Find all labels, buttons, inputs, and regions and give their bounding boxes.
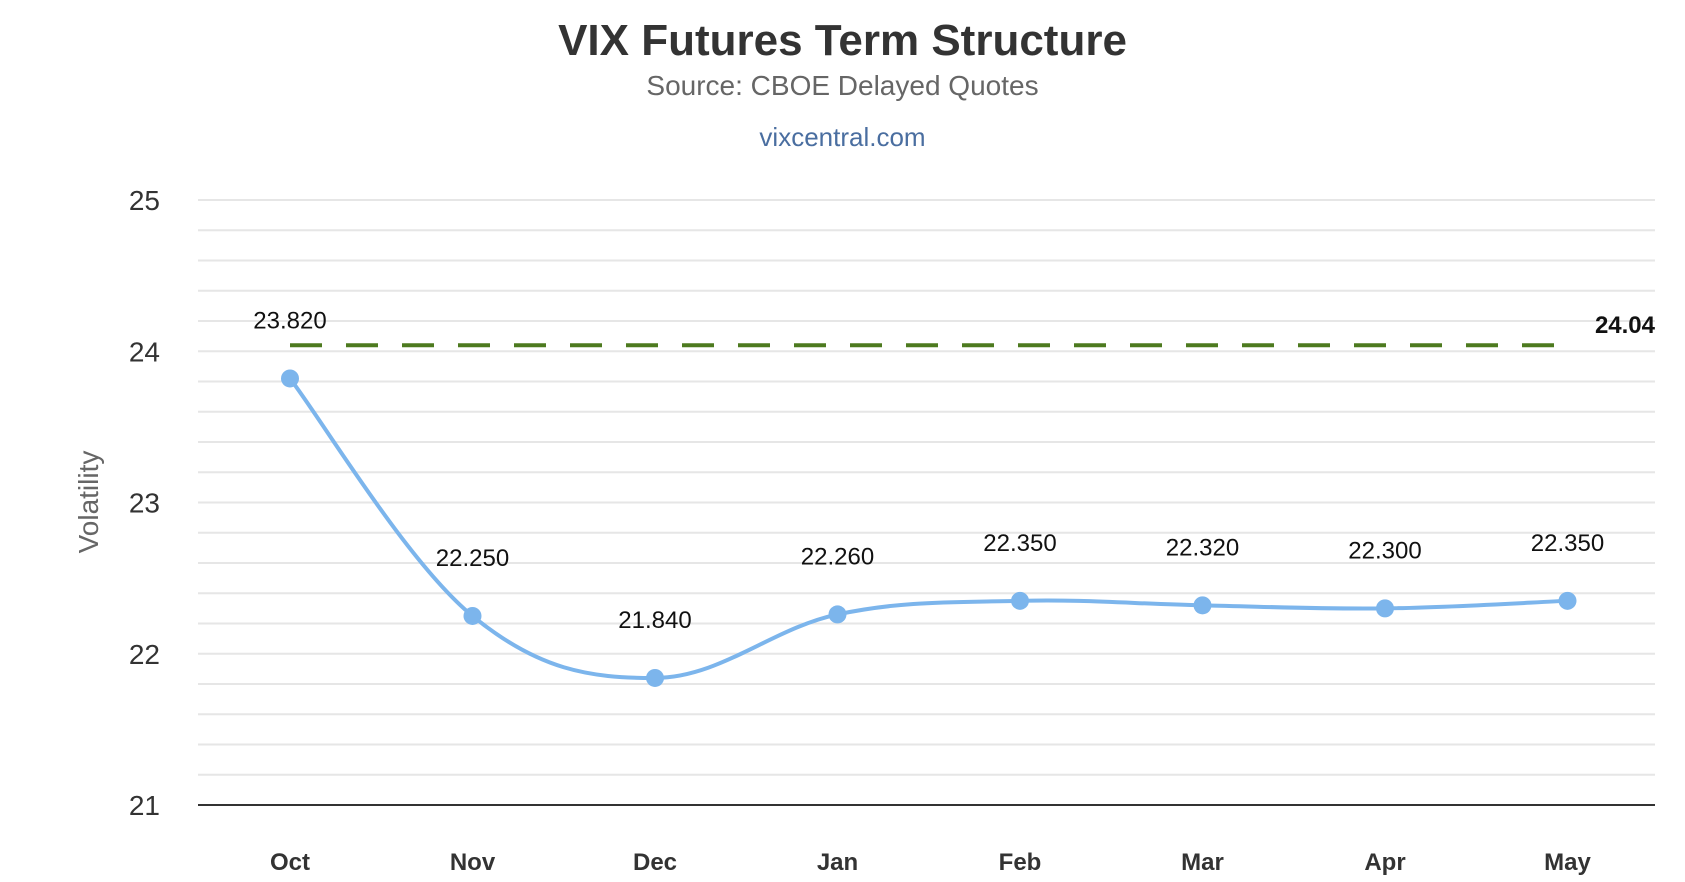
data-label: 22.260 <box>801 543 874 570</box>
x-tick-label: Apr <box>1364 849 1405 876</box>
x-axis-ticks: Oct Nov Dec Jan Feb Mar Apr May <box>270 849 1592 876</box>
chart-subtitle: Source: CBOE Delayed Quotes <box>646 70 1039 101</box>
x-tick-label: Mar <box>1181 849 1224 876</box>
data-point[interactable] <box>646 668 664 687</box>
data-point[interactable] <box>1011 591 1029 610</box>
data-point[interactable] <box>1193 596 1212 615</box>
data-points <box>281 369 1577 687</box>
x-tick-label: Nov <box>450 849 496 876</box>
grid-lines <box>198 199 1655 776</box>
x-tick-label: May <box>1544 849 1591 876</box>
data-point[interactable] <box>828 605 847 624</box>
data-label: 22.350 <box>983 530 1056 557</box>
reference-line-label: 24.04 <box>1595 312 1656 339</box>
x-tick-label: Jan <box>817 849 858 876</box>
data-label: 22.300 <box>1348 537 1421 564</box>
data-label: 22.350 <box>1531 530 1604 557</box>
data-point[interactable] <box>463 606 482 625</box>
series-line <box>288 377 1568 680</box>
data-label: 22.250 <box>436 545 509 572</box>
y-tick-label: 22 <box>129 639 160 670</box>
data-labels: 23.820 22.250 21.840 22.260 22.350 22.320 22.3… <box>253 307 1604 633</box>
data-point[interactable] <box>1558 591 1577 610</box>
y-tick-label: 24 <box>129 336 160 367</box>
chart-credit-link[interactable]: vixcentral.com <box>759 122 926 152</box>
data-point[interactable] <box>281 369 299 388</box>
x-tick-label: Dec <box>633 849 677 876</box>
x-tick-label: Feb <box>999 849 1042 876</box>
y-tick-label: 25 <box>129 185 160 216</box>
data-point[interactable] <box>1376 599 1394 618</box>
x-tick-label: Oct <box>270 849 310 876</box>
y-tick-label: 21 <box>129 790 160 821</box>
data-label: 21.840 <box>618 607 691 634</box>
data-label: 22.320 <box>1166 534 1239 561</box>
y-tick-label: 23 <box>129 488 160 519</box>
y-axis-ticks: 21 22 23 24 25 <box>129 185 160 821</box>
y-axis-title: Volatility <box>73 451 104 554</box>
data-label: 23.820 <box>253 307 326 334</box>
chart-title: VIX Futures Term Structure <box>558 16 1127 65</box>
